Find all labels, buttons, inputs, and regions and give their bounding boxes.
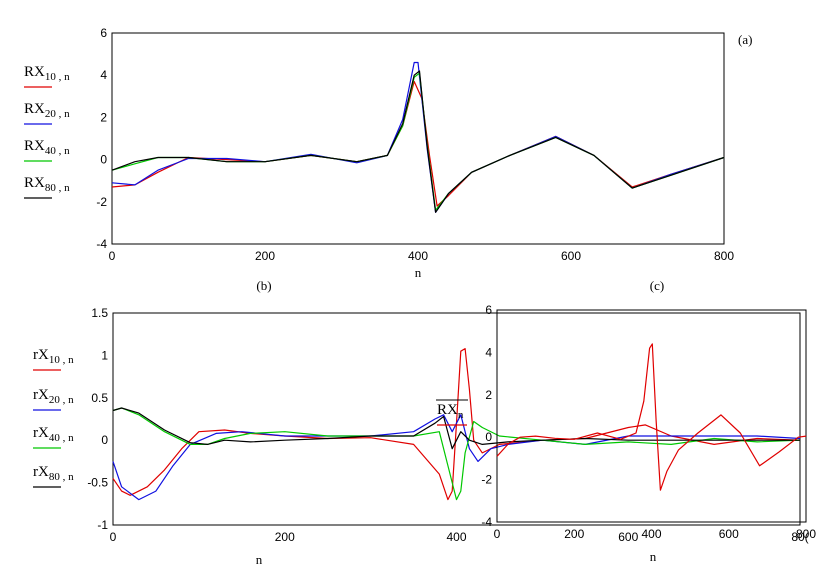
series-line-b-1 [112,348,801,501]
y-tick-label: 4 [100,68,107,82]
x-tick-label: 0 [110,530,117,544]
series-lines-a [111,61,725,213]
y-tick-label: -2 [96,195,107,209]
y-tick-label: -0.5 [87,476,108,490]
y-tick-labels-b: -1 -0.5 0 0.5 1 1.5 [87,306,108,532]
legend-label: rX80 , n [33,464,74,483]
x-axis-label-c: n [650,549,657,564]
panel-label-a: (a) [738,32,752,47]
x-tick-labels-c: 0 200 400 600 800 [494,527,817,541]
x-axis-label-a: n [415,265,422,280]
legend-entry: RXn [436,399,468,426]
panel-label-b: (b) [256,278,271,293]
series-line-a-2 [111,61,725,213]
x-tick-label: 0 [109,249,116,263]
x-tick-label: 80( [791,530,808,544]
series-lines-c [496,343,807,491]
x-tick-labels-b: 0 200 400 600 80( [110,530,809,544]
x-tick-label: 400 [446,530,466,544]
y-tick-labels-c: -4 -2 0 2 4 6 [481,303,492,529]
legend-b: rX10 , n rX20 , n rX40 , n rX80 , n [33,347,74,488]
legend-entry: RX80 , n [24,175,70,199]
legend-entry: rX10 , n [33,347,74,371]
series-line-b-3 [112,407,801,501]
plot-frame-b [112,312,801,526]
y-tick-label: 0.5 [91,391,108,405]
legend-entry: rX80 , n [33,464,74,488]
legend-entry: rX20 , n [33,387,74,411]
x-tick-label: 800 [796,527,816,541]
x-tick-label: 200 [275,530,295,544]
y-tick-label: 0 [100,153,107,167]
x-tick-labels-a: 0 200 400 600 800 [109,249,735,263]
series-line-a-3 [111,72,725,211]
plot-frame-a [111,32,725,245]
y-tick-label: 4 [485,345,492,359]
legend-label: rX10 , n [33,347,74,366]
x-tick-label: 200 [564,527,584,541]
x-tick-label: 800 [714,249,734,263]
legend-entry: RX20 , n [24,101,70,125]
series-line-b-2 [112,414,801,501]
legend-label: RX40 , n [24,138,70,157]
x-tick-label: 600 [618,530,638,544]
series-line-c-1 [496,343,807,491]
legend-label: RX10 , n [24,64,70,83]
legend-c: RXn [436,399,468,426]
y-tick-label: -2 [481,473,492,487]
y-tick-label: 2 [100,110,107,124]
x-tick-label: 0 [494,527,501,541]
y-tick-label: 0 [101,433,108,447]
legend-label: RXn [437,402,464,421]
legend-label: rX20 , n [33,387,74,406]
x-tick-label: 600 [561,249,581,263]
panel-label-c: (c) [650,278,664,293]
legend-a: RX10 , n RX20 , n RX40 , n RX80 , n [24,64,70,199]
series-line-a-4 [111,70,725,213]
x-tick-label: 400 [641,527,661,541]
y-tick-label: -4 [481,515,492,529]
x-tick-label: 200 [255,249,275,263]
y-tick-label: 1 [101,348,108,362]
x-axis-label-b: n [256,552,263,567]
chart-panel-b: -1-0.500.511.5 0 200 400 600 80( rX10 , nrX2… [33,278,809,567]
legend-label: RX80 , n [24,175,70,194]
legend-label: RX20 , n [24,101,70,120]
series-line-b-4 [112,407,800,450]
y-tick-labels-a: -4 -2 0 2 4 6 [96,26,107,251]
legend-entry: RX10 , n [24,64,70,88]
y-tick-label: -4 [96,237,107,251]
y-tick-label: 6 [100,26,107,40]
y-tick-label: 0 [485,430,492,444]
legend-entry: rX40 , n [33,425,74,449]
x-tick-label: 400 [408,249,428,263]
legend-label: rX40 , n [33,425,74,444]
y-tick-label: 2 [485,388,492,402]
x-tick-label: 600 [719,527,739,541]
legend-entry: RX40 , n [24,138,70,162]
plot-frame-c [496,309,807,523]
series-lines-b [112,348,801,501]
y-tick-label: 1.5 [91,306,108,320]
y-tick-label: 6 [485,303,492,317]
y-tick-label: -1 [97,518,108,532]
